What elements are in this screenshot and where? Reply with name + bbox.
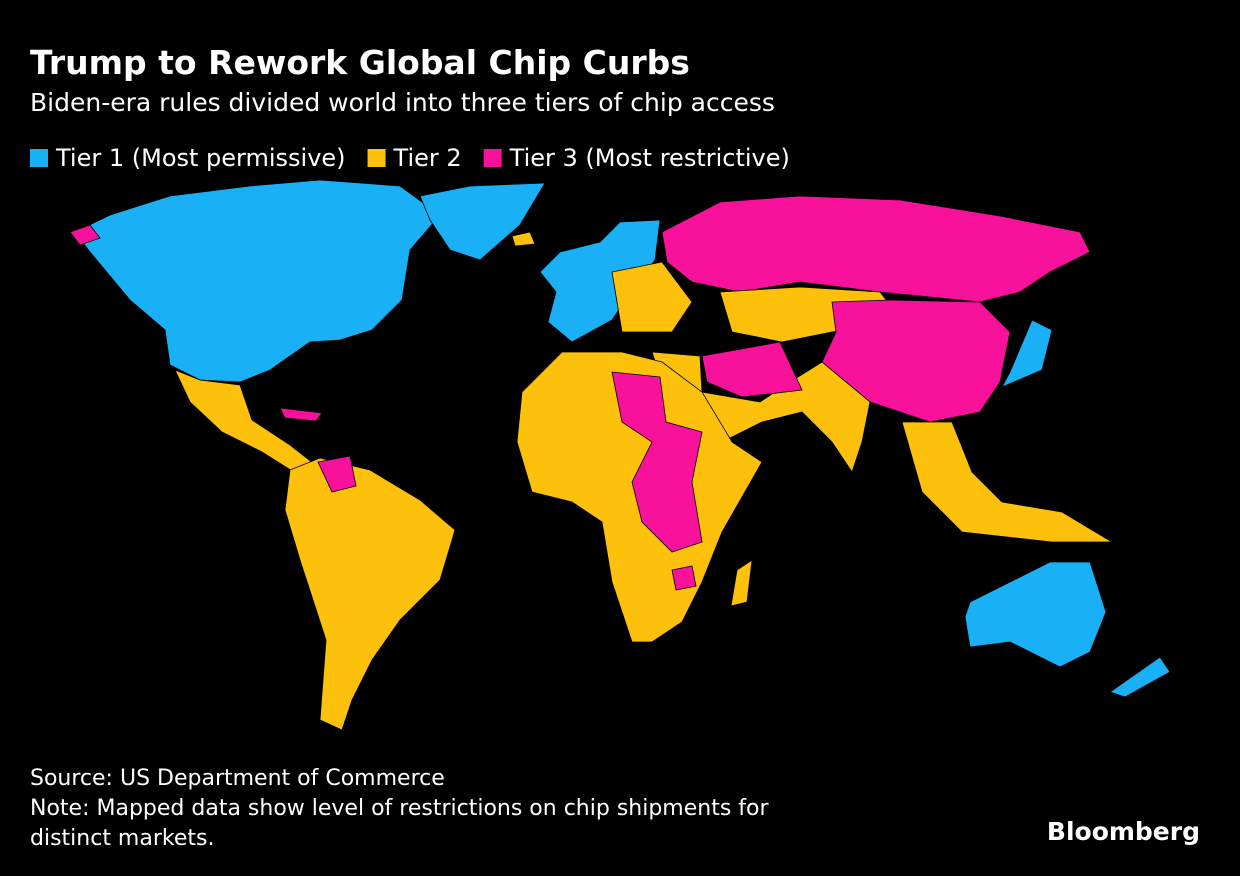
world-map xyxy=(69,179,1171,731)
japan xyxy=(1001,319,1053,388)
legend-label: Tier 2 xyxy=(393,144,462,172)
note: distinct markets. xyxy=(30,826,214,851)
legend-label: Tier 3 (Most restrictive) xyxy=(509,144,790,172)
greenland xyxy=(419,182,546,261)
russia xyxy=(661,195,1091,303)
cuba xyxy=(279,407,323,422)
australia xyxy=(964,561,1107,668)
note: Note: Mapped data show level of restrict… xyxy=(30,796,769,821)
legend-swatch xyxy=(30,149,48,167)
zimbabwe xyxy=(671,565,697,591)
title: Trump to Rework Global Chip Curbs xyxy=(30,43,690,82)
subtitle: Biden-era rules divided world into three… xyxy=(30,88,775,117)
madagascar xyxy=(730,559,753,607)
iceland xyxy=(511,231,536,247)
source: Source: US Department of Commerce xyxy=(30,766,445,791)
venezuela xyxy=(317,455,357,493)
south-america xyxy=(284,457,456,731)
brand-logo: Bloomberg xyxy=(1047,817,1200,846)
legend-label: Tier 1 (Most permissive) xyxy=(55,144,346,172)
legend-swatch xyxy=(483,149,502,167)
legend-swatch xyxy=(367,149,386,167)
eastern-europe xyxy=(611,261,693,333)
north-america xyxy=(74,179,441,383)
iran xyxy=(701,341,803,398)
legend: Tier 1 (Most permissive) Tier 2 Tier 3 (Mo… xyxy=(30,144,790,172)
africa-tier3 xyxy=(611,371,703,553)
southeast-asia xyxy=(901,421,1114,543)
alaska-island xyxy=(69,224,101,246)
china xyxy=(821,299,1011,423)
new-zealand xyxy=(1109,656,1171,698)
